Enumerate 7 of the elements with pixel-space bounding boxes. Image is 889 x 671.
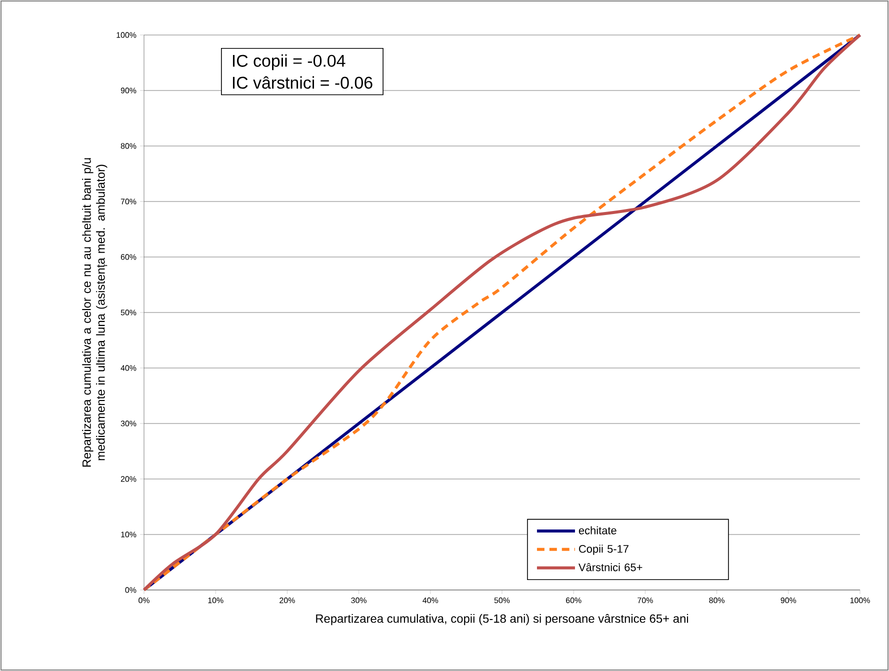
y-axis-title: Repartizarea cumulativa a celor ce nu au cheltuit bani p/u medicamente in ultima luna (asistența med. ambulator) xyxy=(82,158,108,467)
annotation: IC copii = -0.04 xyxy=(232,54,346,70)
legend-label: Vârstnici 65+ xyxy=(578,563,642,572)
legend-label: echitate xyxy=(578,526,616,534)
x-axis-title: Repartizarea cumulativa, copii (5-18 ani) si persoane vârstnice 65+ ani xyxy=(316,614,688,626)
annotation: IC vârstnici = -0.06 xyxy=(232,76,372,89)
legend-label: Copii 5-17 xyxy=(579,544,628,555)
